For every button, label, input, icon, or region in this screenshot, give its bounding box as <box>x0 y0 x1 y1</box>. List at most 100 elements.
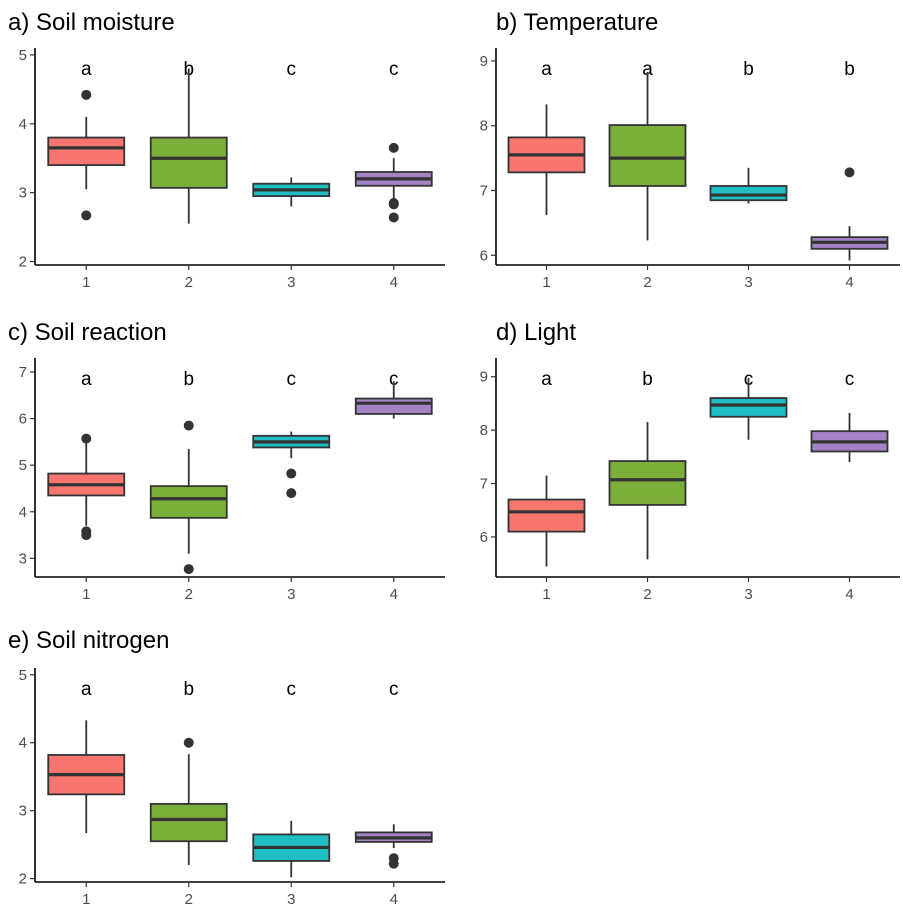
y-tick-label: 4 <box>19 735 27 752</box>
outlier-point <box>183 420 194 431</box>
outlier-point <box>286 468 297 479</box>
y-tick-label: 3 <box>19 803 27 820</box>
box-group-2 <box>608 422 687 560</box>
x-tick-label: 1 <box>82 274 90 291</box>
group-letter: c <box>287 369 297 390</box>
box-group-1 <box>507 475 586 567</box>
group-letter: a <box>81 59 92 80</box>
box-group-3 <box>252 431 331 499</box>
x-tick-label: 2 <box>643 586 651 603</box>
outlier-point <box>388 199 399 210</box>
panel-2: b) Temperature 6 7 8 9 1 a 2 a 3 b 4 b <box>480 9 900 291</box>
group-letter: a <box>541 369 552 390</box>
y-tick-label: 6 <box>480 529 488 546</box>
box-group-3 <box>252 820 331 878</box>
x-tick-label: 3 <box>744 274 752 291</box>
box-group-3 <box>709 377 788 440</box>
y-tick-label: 5 <box>19 667 27 684</box>
box-group-4 <box>354 142 433 223</box>
panel-4: d) Light67891a2b3c4c <box>480 319 900 603</box>
group-letter: c <box>287 679 297 700</box>
outlier-point <box>844 167 855 178</box>
group-letter: b <box>844 59 855 80</box>
box-group-1 <box>47 720 126 834</box>
y-tick-label: 6 <box>19 411 27 428</box>
y-tick-label: 8 <box>480 422 488 439</box>
panel-title: e) Soil nitrogen <box>8 627 169 654</box>
group-letter: b <box>642 369 653 390</box>
y-tick-label: 7 <box>19 364 27 381</box>
panel-1: a) Soil moisture23451a2b3c4c <box>8 9 445 291</box>
y-tick-label: 7 <box>480 476 488 493</box>
x-tick-label: 2 <box>185 274 193 291</box>
group-letter: c <box>389 369 399 390</box>
box-iqr <box>149 802 228 843</box>
outlier-point <box>388 858 399 869</box>
group-letter: a <box>642 59 653 80</box>
outlier-point <box>183 564 194 575</box>
y-tick-label: 7 <box>480 183 488 200</box>
x-tick-label: 1 <box>542 274 550 291</box>
box-group-1 <box>47 89 126 221</box>
group-letter: a <box>81 679 92 700</box>
y-tick-label: 2 <box>19 871 27 888</box>
y-tick-label: 9 <box>480 53 488 70</box>
panel-title: d) Light <box>496 319 576 346</box>
group-letter: c <box>287 59 297 80</box>
box-iqr <box>608 460 687 506</box>
y-tick-label: 5 <box>19 47 27 64</box>
box-iqr <box>47 136 126 167</box>
outlier-point <box>81 210 92 221</box>
y-tick-label: 2 <box>19 254 27 271</box>
x-tick-label: 1 <box>82 891 90 908</box>
outlier-point <box>81 89 92 100</box>
box-group-4 <box>354 381 433 419</box>
box-group-2 <box>149 737 228 866</box>
outlier-point <box>81 530 92 541</box>
panel-5: e) Soil nitrogen 2 3 4 5 1 a 2 b 3 c 4 c <box>8 627 445 908</box>
panel-title: a) Soil moisture <box>8 9 175 36</box>
box-group-3 <box>709 167 788 204</box>
x-tick-label: 3 <box>287 586 295 603</box>
x-tick-label: 2 <box>185 586 193 603</box>
group-letter: a <box>541 59 552 80</box>
x-tick-label: 1 <box>542 586 550 603</box>
x-tick-label: 1 <box>82 586 90 603</box>
group-letter: b <box>183 369 194 390</box>
outlier-point <box>183 737 194 748</box>
outlier-point <box>81 433 92 444</box>
panel-title: c) Soil reaction <box>8 319 167 346</box>
box-iqr <box>149 136 228 189</box>
y-tick-label: 5 <box>19 457 27 474</box>
panel-title: b) Temperature <box>496 9 658 36</box>
box-iqr <box>608 124 687 187</box>
box-iqr <box>354 397 433 415</box>
group-letter: a <box>81 369 92 390</box>
x-tick-label: 4 <box>390 891 398 908</box>
box-group-2 <box>149 420 228 575</box>
outlier-point <box>286 488 297 499</box>
y-tick-label: 4 <box>19 504 27 521</box>
group-letter: c <box>389 59 399 80</box>
group-letter: c <box>389 679 399 700</box>
y-tick-label: 8 <box>480 118 488 135</box>
outlier-point <box>388 142 399 153</box>
box-group-1 <box>507 104 586 216</box>
panel-3: c) Soil reaction 3 4 5 6 7 1 a 2 b 3 c 4 c <box>8 319 445 603</box>
box-group-3 <box>252 177 331 207</box>
outlier-point <box>388 212 399 223</box>
box-iqr <box>507 498 586 533</box>
x-tick-label: 3 <box>287 274 295 291</box>
x-tick-label: 4 <box>390 586 398 603</box>
y-tick-label: 9 <box>480 369 488 386</box>
box-group-1 <box>47 433 126 541</box>
y-tick-label: 4 <box>19 116 27 133</box>
group-letter: b <box>183 679 194 700</box>
group-letter: b <box>743 59 754 80</box>
x-tick-label: 4 <box>845 586 853 603</box>
box-group-2 <box>149 68 228 224</box>
x-tick-label: 4 <box>390 274 398 291</box>
box-group-4 <box>810 167 889 261</box>
x-tick-label: 2 <box>185 891 193 908</box>
